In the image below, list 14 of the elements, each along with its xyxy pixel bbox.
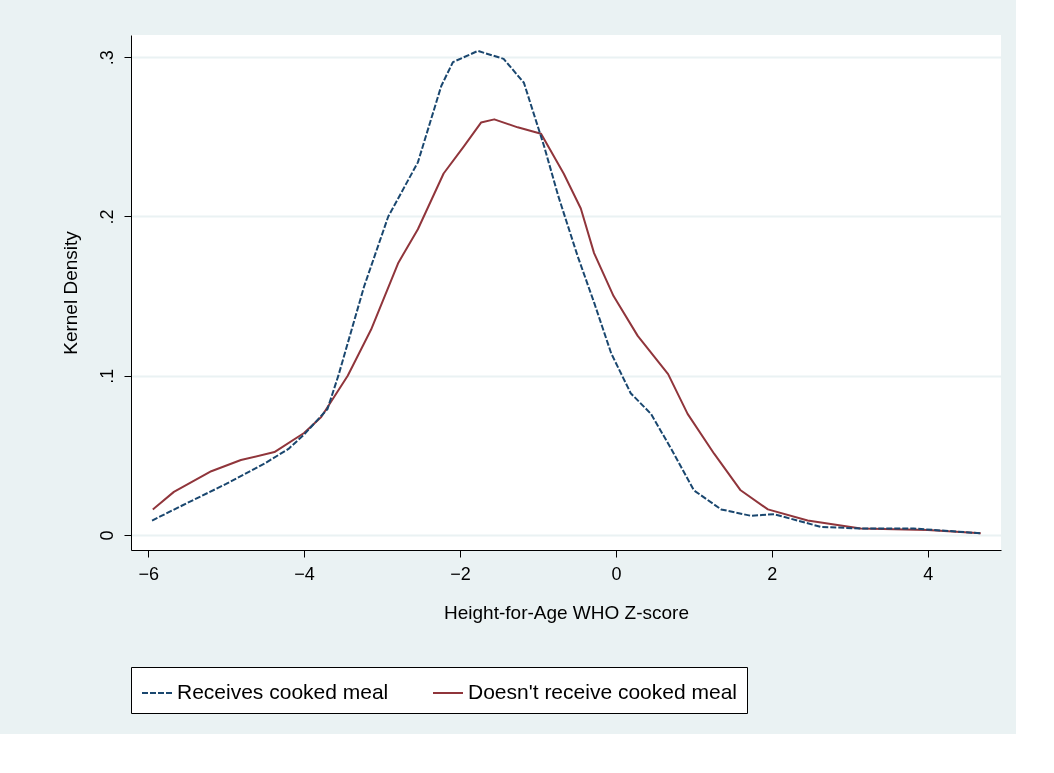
x-tick-label: 0	[611, 563, 622, 584]
y-tick-label: .2	[96, 209, 117, 225]
x-tick-label: 2	[767, 563, 778, 584]
y-tick-label: .3	[96, 50, 117, 66]
x-tick-label: 4	[923, 563, 934, 584]
x-tick-label: −2	[450, 563, 471, 584]
y-tick-label: 0	[96, 530, 117, 541]
x-tick-label: −6	[138, 563, 159, 584]
y-axis-title: Kernel Density	[59, 230, 81, 355]
y-tick-label: .1	[96, 368, 117, 384]
legend-label: Doesn't receive cooked meal	[468, 680, 737, 703]
x-tick-label: −4	[294, 563, 315, 584]
x-axis-title: Height-for-Age WHO Z-score	[444, 601, 689, 623]
legend-label: Receives cooked meal	[177, 680, 389, 703]
